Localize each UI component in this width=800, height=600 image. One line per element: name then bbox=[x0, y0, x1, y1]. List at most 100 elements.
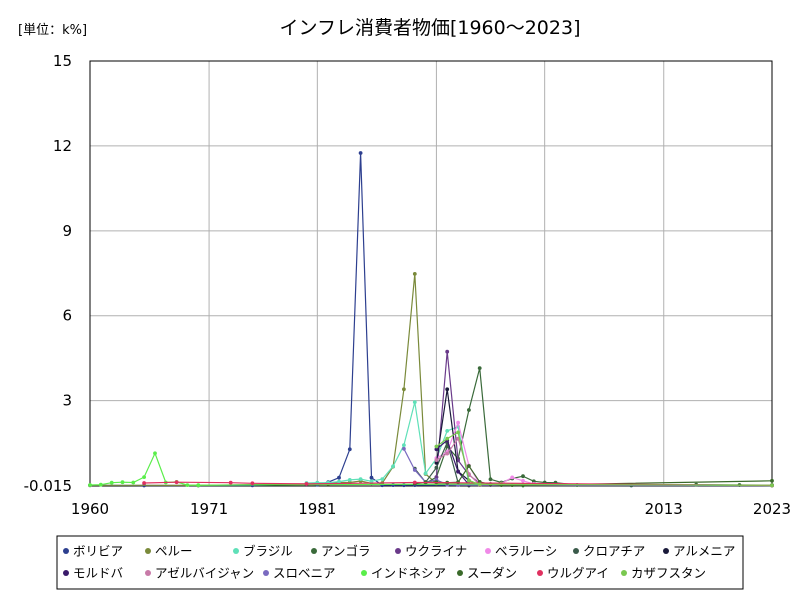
data-point bbox=[531, 479, 536, 484]
legend-item: スロベニア bbox=[263, 566, 336, 581]
data-point bbox=[98, 482, 103, 487]
legend-item: ブラジル bbox=[233, 544, 293, 559]
x-tick-label: 1971 bbox=[190, 500, 228, 518]
data-point bbox=[445, 451, 450, 456]
legend-label: ボリビア bbox=[73, 544, 123, 559]
legend-label: スーダン bbox=[467, 566, 517, 581]
data-point bbox=[412, 468, 417, 472]
legend-label: アルメニア bbox=[673, 544, 735, 559]
legend-item: アルメニア bbox=[663, 544, 735, 559]
legend-label: モルドバ bbox=[73, 566, 123, 581]
data-point bbox=[88, 483, 92, 487]
series-line bbox=[436, 431, 773, 486]
data-point bbox=[304, 482, 309, 486]
series-15 bbox=[434, 430, 774, 488]
data-point bbox=[445, 387, 450, 392]
data-point bbox=[434, 475, 439, 479]
data-point bbox=[358, 151, 363, 155]
series-line bbox=[89, 152, 772, 487]
data-point bbox=[369, 475, 374, 480]
legend-marker bbox=[233, 548, 239, 554]
legend-item: スーダン bbox=[457, 566, 517, 581]
series-line bbox=[435, 351, 773, 486]
legend-marker bbox=[395, 548, 401, 554]
data-point bbox=[467, 408, 471, 412]
data-point bbox=[445, 349, 450, 354]
legend-marker bbox=[263, 570, 269, 576]
series-line bbox=[436, 439, 773, 486]
legend-item: ペルー bbox=[145, 544, 193, 559]
legend-marker bbox=[537, 570, 543, 576]
data-point bbox=[380, 477, 385, 481]
data-point bbox=[412, 480, 417, 485]
data-point bbox=[358, 477, 363, 481]
data-point bbox=[467, 464, 471, 468]
y-tick-label: 9 bbox=[62, 222, 72, 240]
series-line bbox=[89, 273, 773, 487]
series-10 bbox=[434, 436, 774, 488]
legend-label: ペルー bbox=[155, 544, 193, 559]
data-point bbox=[456, 430, 460, 435]
legend-label: ウルグアイ bbox=[547, 566, 609, 581]
legend-item: カザフスタン bbox=[621, 566, 706, 581]
data-point bbox=[109, 480, 114, 485]
legend-marker bbox=[457, 570, 463, 576]
data-point bbox=[412, 400, 417, 404]
data-point bbox=[770, 483, 774, 488]
data-point bbox=[434, 458, 439, 462]
data-point bbox=[477, 366, 482, 370]
series-12 bbox=[88, 451, 774, 488]
data-point bbox=[445, 429, 450, 433]
legend-box bbox=[56, 535, 744, 590]
legend-marker bbox=[361, 570, 367, 576]
y-tick-label: 6 bbox=[62, 307, 72, 325]
legend-item: ボリビア bbox=[63, 544, 123, 559]
x-tick-label: 2002 bbox=[526, 500, 564, 518]
legend-item: アゼルバイジャン bbox=[145, 566, 254, 581]
legend-item: ウクライナ bbox=[395, 544, 467, 559]
data-point bbox=[445, 436, 450, 441]
x-tick-label: 2013 bbox=[645, 500, 683, 518]
legend-label: ウクライナ bbox=[405, 544, 467, 559]
series-3 bbox=[304, 400, 774, 488]
data-point bbox=[434, 447, 439, 452]
legend-marker bbox=[63, 570, 69, 576]
data-point bbox=[153, 451, 157, 456]
data-point bbox=[185, 483, 190, 487]
data-point bbox=[434, 465, 439, 470]
legend-item: ベラルーシ bbox=[485, 544, 557, 559]
series-8 bbox=[434, 387, 774, 488]
unit-label: [単位：k%] bbox=[18, 22, 87, 38]
data-point bbox=[120, 480, 125, 485]
legend-label: アゼルバイジャン bbox=[155, 566, 254, 581]
series-4 bbox=[423, 366, 774, 488]
legend-marker bbox=[145, 570, 151, 576]
legend-item: モルドバ bbox=[63, 566, 123, 581]
legend-label: ベラルーシ bbox=[495, 544, 557, 559]
chart-title: インフレ消費者物価[1960～2023] bbox=[280, 17, 581, 39]
legend-marker bbox=[63, 548, 69, 554]
data-point bbox=[142, 481, 147, 485]
data-point bbox=[196, 483, 201, 488]
legend-marker bbox=[311, 548, 317, 554]
x-tick-label: 1992 bbox=[417, 500, 455, 518]
legend-item: アンゴラ bbox=[311, 544, 371, 559]
data-point bbox=[131, 480, 136, 485]
data-point bbox=[434, 461, 439, 465]
legend-item: クロアチア bbox=[573, 544, 645, 559]
x-tick-label: 2023 bbox=[753, 500, 791, 518]
series-5 bbox=[434, 349, 774, 488]
legend-label: カザフスタン bbox=[631, 566, 706, 581]
data-point bbox=[402, 443, 406, 447]
y-tick-label: -0.015 bbox=[24, 477, 72, 495]
y-tick-label: 3 bbox=[62, 392, 72, 410]
data-point bbox=[521, 478, 525, 483]
data-point bbox=[337, 479, 341, 484]
y-tick-label: 15 bbox=[53, 52, 72, 70]
y-axis-ticks: -0.015 3 6 9 12 15 bbox=[24, 52, 72, 495]
data-point bbox=[456, 469, 460, 474]
series-line bbox=[306, 401, 772, 486]
data-point bbox=[510, 475, 515, 480]
series-9 bbox=[434, 438, 774, 488]
plot-area bbox=[89, 60, 773, 487]
